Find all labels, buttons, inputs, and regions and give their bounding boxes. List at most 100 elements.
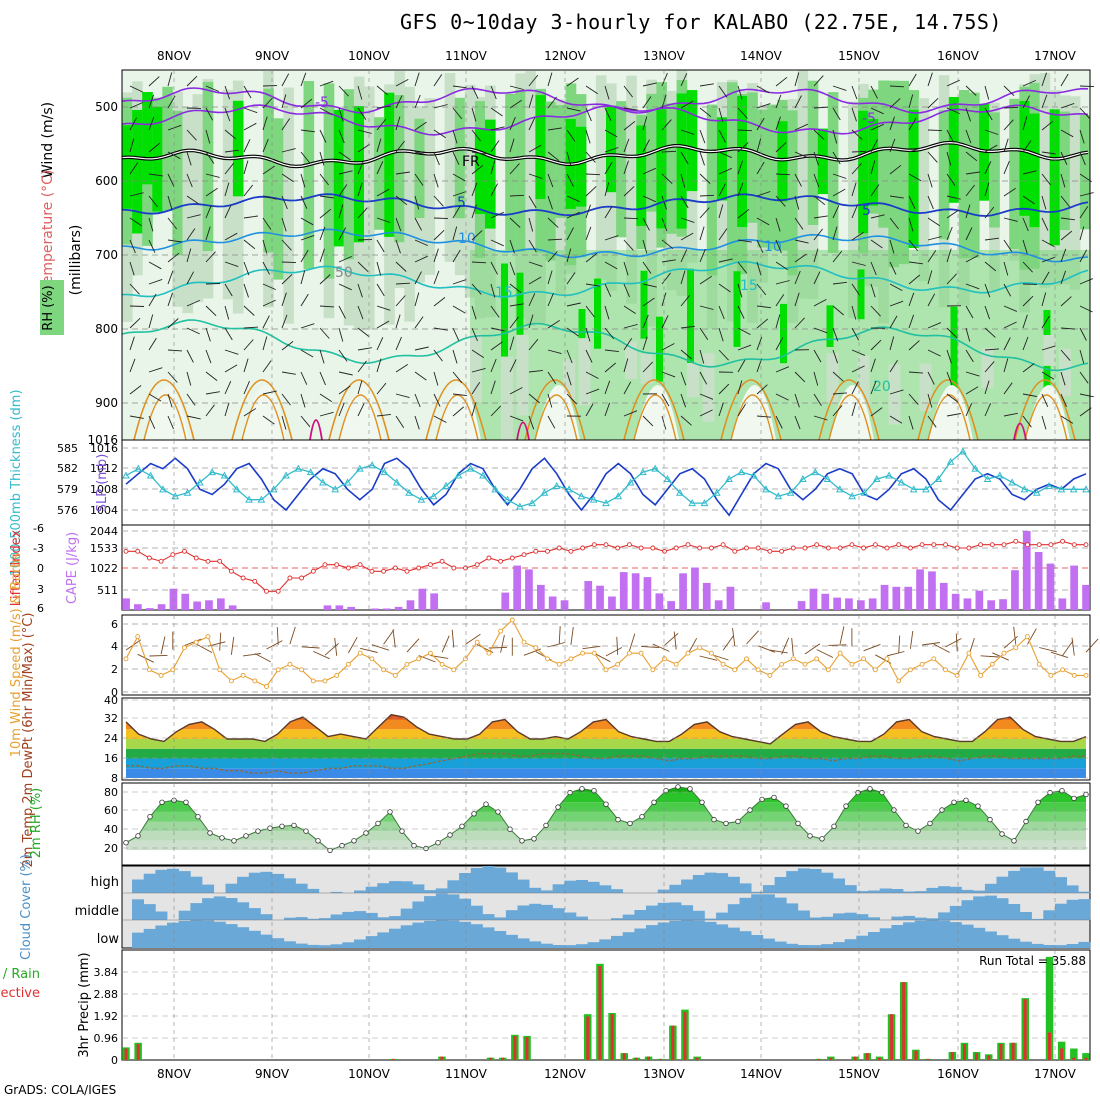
surface-wind-barb (441, 635, 450, 653)
cloud-cell (424, 896, 437, 920)
thickness-marker (405, 488, 413, 496)
lifted-index-marker (486, 555, 492, 561)
cape-bar (987, 600, 995, 610)
wind-barb (1022, 415, 1032, 428)
wind-barb (148, 195, 159, 208)
cloud-cell (283, 878, 296, 893)
wind-barb (395, 79, 409, 87)
lifted-index-marker (697, 545, 703, 551)
thickness-line (125, 450, 1086, 508)
cloud-cell (1078, 891, 1091, 893)
wind-barb (319, 107, 333, 115)
wind-barb (984, 327, 996, 338)
slp-line (125, 457, 1087, 517)
thickness-marker (282, 471, 290, 479)
wind-barb (889, 415, 903, 424)
wind-barb (566, 227, 574, 241)
cloud-cell (774, 897, 787, 920)
wind-barb (262, 299, 276, 307)
wind-barb (224, 402, 230, 417)
wind-barb (927, 250, 937, 263)
wind-barb (528, 415, 535, 430)
thickness-marker (220, 471, 229, 479)
wind-barb (661, 393, 670, 407)
wind-barb (224, 364, 238, 373)
cloud-cell (751, 891, 764, 893)
wind-barb (224, 107, 231, 122)
wind-barb (281, 341, 294, 351)
wind-barb (167, 173, 175, 187)
wind-barb (262, 97, 273, 109)
cloud-cell (984, 895, 997, 920)
wind-barb (737, 160, 743, 175)
rh-streak (485, 119, 496, 229)
precip-convective-bar (586, 1016, 590, 1060)
cloud-cell (400, 908, 413, 920)
cloud-cell (681, 920, 694, 948)
wind-barb (889, 116, 895, 131)
wind-barb (167, 393, 173, 408)
wind-barb (167, 124, 182, 131)
wind-barb (680, 294, 691, 307)
cloud-cell (260, 871, 273, 893)
wind-barb (908, 239, 919, 252)
wind-barb (528, 314, 534, 329)
wind-barb (224, 232, 238, 241)
dry-bump (339, 385, 384, 440)
wind-barb (1022, 140, 1032, 153)
cloud-cell (412, 901, 425, 920)
wind-barb (1079, 278, 1094, 285)
cape-bar (999, 599, 1007, 610)
cape-bar (382, 608, 391, 610)
rh2m-marker (279, 823, 285, 829)
wind-barb (794, 270, 801, 285)
wind-speed-marker (193, 639, 199, 645)
wind-barb (528, 261, 543, 267)
rh-streak (878, 80, 889, 228)
wind-barb (851, 381, 859, 395)
cape-bar (596, 585, 604, 610)
rh-streak (283, 87, 294, 324)
wind-barb (642, 283, 657, 288)
cloud-cell (914, 920, 927, 948)
cloud-cell (202, 884, 215, 893)
cloud-cell (190, 876, 203, 893)
wind-barb (471, 164, 484, 175)
wind-barb (129, 102, 144, 109)
wind-barb (1022, 79, 1036, 87)
wind-barb (224, 162, 235, 175)
wind-barb (243, 215, 258, 219)
temp-band (126, 758, 1086, 769)
wind-barb (718, 283, 731, 293)
precip-convective-bar (489, 1057, 493, 1060)
wind-barb (585, 226, 592, 241)
wind-barb (167, 318, 179, 329)
wind-speed-marker (545, 656, 550, 662)
wind-barb (243, 261, 250, 276)
thickness-marker (811, 468, 820, 476)
cloud-cell (868, 917, 880, 920)
wind-barb (699, 393, 714, 400)
wind-barb (1079, 393, 1094, 398)
cloud-cell (459, 873, 472, 893)
surface-wind-barb (828, 644, 847, 646)
surface-wind-barb (933, 643, 950, 653)
wind-barb (262, 195, 277, 200)
wind-barb (357, 129, 372, 134)
lifted-index-marker (943, 542, 948, 548)
wind-speed-marker (357, 650, 363, 656)
thickness-marker (786, 488, 795, 496)
wind-barb (965, 227, 973, 241)
thickness-marker (429, 492, 438, 500)
lifted-index-marker (685, 542, 691, 548)
wind-barb (851, 129, 863, 140)
cloud-cell (727, 904, 740, 920)
thickness-marker (1069, 485, 1078, 493)
wind-barb (376, 85, 389, 96)
rh-streak (575, 126, 587, 207)
precip-convective-bar (683, 1011, 687, 1060)
wind-barb (642, 336, 648, 351)
precip-convective-bar (525, 1037, 529, 1060)
wind-barb (661, 195, 667, 210)
wind-barb (604, 107, 612, 121)
